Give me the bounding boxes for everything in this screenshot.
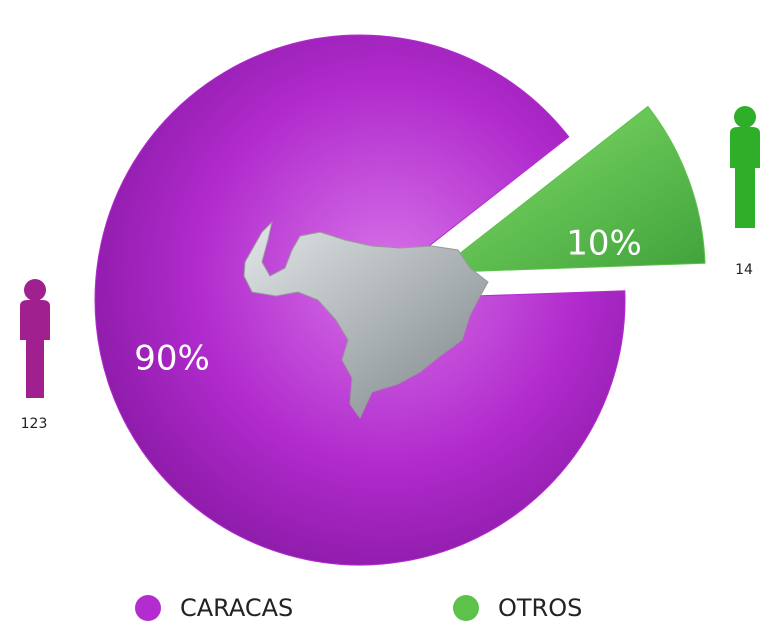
legend-label: OTROS <box>498 594 582 622</box>
legend-swatch <box>135 595 161 621</box>
value-label: 10% <box>566 224 642 264</box>
legend-swatch <box>453 595 479 621</box>
legend-label: CARACAS <box>180 594 293 622</box>
map-silhouette <box>243 220 489 419</box>
value-label: 90% <box>134 339 210 379</box>
count-label: 123 <box>21 416 48 432</box>
count-label: 14 <box>735 262 753 278</box>
legend: CARACAS OTROS <box>135 594 582 622</box>
person-icon <box>20 279 50 398</box>
person-icon <box>730 106 760 228</box>
pie-slice <box>433 105 706 274</box>
